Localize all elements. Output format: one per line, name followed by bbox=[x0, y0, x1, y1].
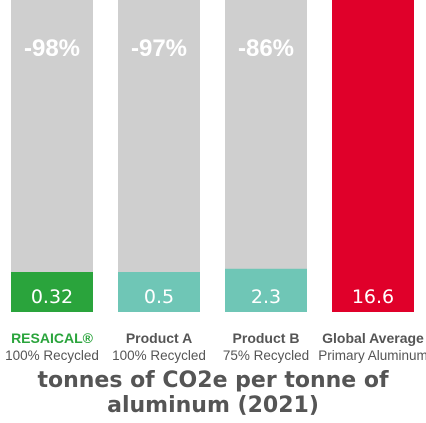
value-label-resaical: 0.32 bbox=[31, 286, 73, 308]
reduction-label-product-b: -86% bbox=[238, 35, 294, 62]
bar-resaical bbox=[11, 272, 93, 312]
reduction-label-resaical: -98% bbox=[24, 35, 80, 62]
category-label-global-average: Global Average bbox=[322, 330, 424, 346]
value-label-product-a: 0.5 bbox=[144, 286, 174, 308]
bar-track-product-a bbox=[118, 0, 200, 312]
bar-product-b bbox=[225, 268, 307, 312]
category-label-product-a: Product A bbox=[126, 330, 192, 346]
reduction-label-product-a: -97% bbox=[131, 35, 187, 62]
category-sublabel-global-average: Primary Aluminum bbox=[318, 348, 426, 363]
value-label-global-average: 16.6 bbox=[352, 286, 394, 308]
bar-product-a bbox=[118, 272, 200, 312]
category-sublabel-resaical: 100% Recycled bbox=[5, 348, 99, 363]
category-sublabel-product-b: 75% Recycled bbox=[223, 348, 309, 363]
value-label-product-b: 2.3 bbox=[251, 286, 281, 308]
category-label-product-b: Product B bbox=[233, 330, 300, 346]
bar-track-product-b bbox=[225, 0, 307, 312]
bar-track-resaical bbox=[11, 0, 93, 312]
category-sublabel-product-a: 100% Recycled bbox=[112, 348, 206, 363]
bar-global-average bbox=[332, 0, 414, 312]
category-label-resaical: RESAICAL® bbox=[11, 330, 94, 346]
chart-caption: tonnes of CO2e per tonne of aluminum (20… bbox=[37, 368, 389, 418]
